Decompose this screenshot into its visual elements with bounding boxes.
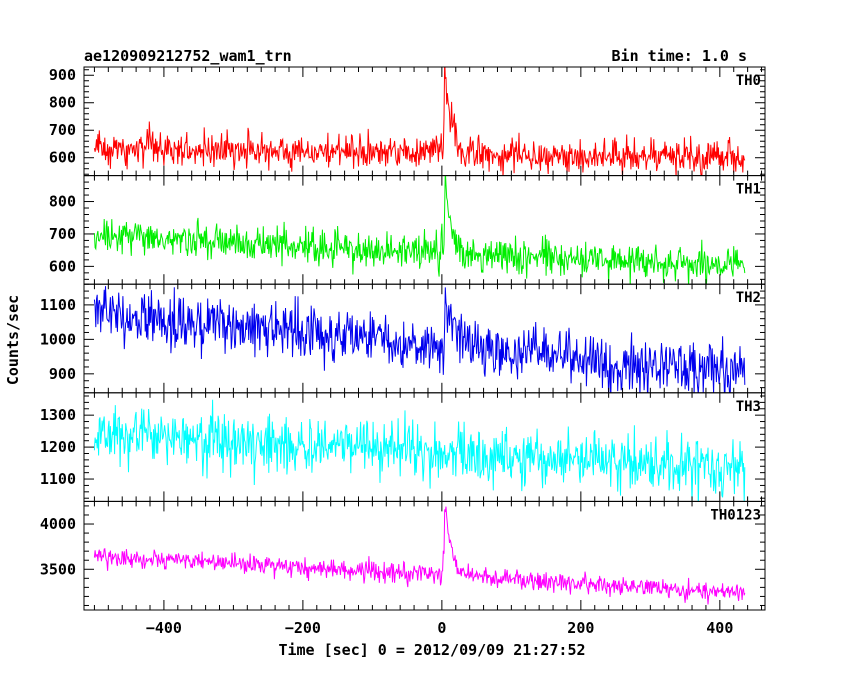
x-tick-label: 400 bbox=[706, 619, 733, 637]
series-line-th0123 bbox=[93, 506, 746, 605]
y-tick-label: 600 bbox=[49, 149, 76, 167]
y-tick-label: 1000 bbox=[40, 330, 76, 348]
y-tick-label: 4000 bbox=[40, 515, 76, 533]
series-label-th1: TH1 bbox=[736, 182, 761, 198]
series-line-th3 bbox=[93, 399, 746, 502]
y-axis-label: Counts/sec bbox=[4, 295, 22, 385]
x-tick-labels: −400 −200 0 200 400 bbox=[146, 619, 734, 637]
y-tick-label: 1300 bbox=[40, 406, 76, 424]
x-axis-label: Time [sec] 0 = 2012/09/09 21:27:52 bbox=[278, 641, 585, 659]
y-tick-label: 700 bbox=[49, 225, 76, 243]
series-label-th0: TH0 bbox=[736, 73, 761, 89]
bin-time-label: Bin time: 1.0 s bbox=[612, 47, 747, 65]
series-label-th2: TH2 bbox=[736, 290, 761, 306]
panel-th0123: 3500 4000 TH0123 bbox=[40, 500, 766, 611]
chart-title: ae120909212752_wam1_trn bbox=[84, 47, 292, 65]
y-tick-label: 1100 bbox=[40, 296, 76, 314]
y-tick-label: 600 bbox=[49, 257, 76, 275]
series-line-th0 bbox=[93, 67, 746, 176]
panel-th0: 600 700 800 900 TH0 bbox=[49, 66, 766, 177]
x-tick-label: −400 bbox=[146, 619, 182, 637]
panel-th1: 600 700 800 TH1 bbox=[49, 175, 766, 285]
panels: 600 700 800 900 TH0 600 700 800 TH1 900 1000 1100 TH… bbox=[40, 66, 766, 611]
y-tick-label: 900 bbox=[49, 365, 76, 383]
series-label-th3: TH3 bbox=[736, 399, 761, 415]
y-tick-label: 800 bbox=[49, 193, 76, 211]
panel-frame bbox=[83, 500, 766, 611]
y-tick-label: 800 bbox=[49, 94, 76, 112]
x-tick-label: −200 bbox=[285, 619, 321, 637]
y-tick-label: 3500 bbox=[40, 560, 76, 578]
y-tick-label: 1200 bbox=[40, 438, 76, 456]
series-label-th0123: TH0123 bbox=[710, 507, 761, 523]
y-tick-label: 1100 bbox=[40, 470, 76, 488]
y-tick-label: 900 bbox=[49, 66, 76, 84]
x-tick-label: 200 bbox=[567, 619, 594, 637]
panel-th2: 900 1000 1100 TH2 bbox=[40, 283, 766, 394]
x-tick-label: 0 bbox=[437, 619, 446, 637]
panel-th3: 1100 1200 1300 TH3 bbox=[40, 392, 766, 502]
series-line-th1 bbox=[93, 175, 746, 285]
series-line-th2 bbox=[93, 286, 746, 393]
y-tick-label: 700 bbox=[49, 121, 76, 139]
